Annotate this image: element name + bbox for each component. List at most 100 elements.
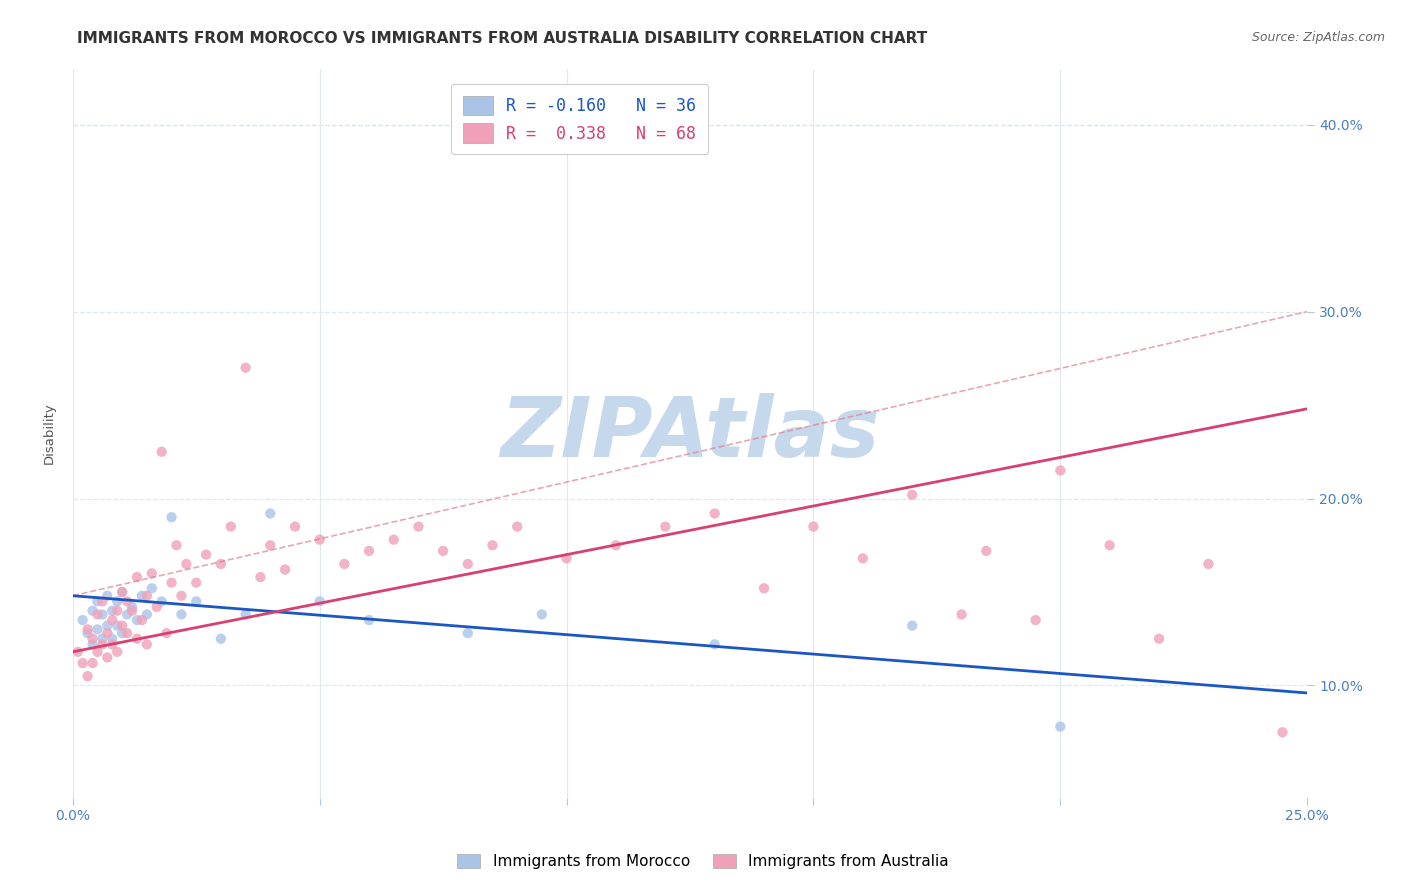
Point: [901, 488, 924, 502]
Point: [1197, 557, 1219, 571]
Point: [96, 650, 118, 665]
Point: [1049, 720, 1071, 734]
Point: [752, 582, 775, 596]
Point: [82, 656, 104, 670]
Point: [155, 626, 177, 640]
Point: [357, 613, 380, 627]
Point: [105, 594, 128, 608]
Point: [131, 589, 153, 603]
Point: [121, 599, 143, 614]
Point: [115, 626, 138, 640]
Point: [82, 637, 104, 651]
Point: [105, 645, 128, 659]
Point: [235, 360, 257, 375]
Point: [166, 538, 188, 552]
Point: [150, 594, 173, 608]
Point: [76, 669, 98, 683]
Point: [96, 618, 118, 632]
Point: [86, 623, 108, 637]
Point: [357, 544, 380, 558]
Point: [530, 607, 553, 622]
Point: [96, 626, 118, 640]
Point: [160, 575, 183, 590]
Point: [121, 604, 143, 618]
Point: [408, 519, 430, 533]
Point: [101, 604, 124, 618]
Point: [125, 613, 148, 627]
Point: [91, 632, 114, 646]
Text: Source: ZipAtlas.com: Source: ZipAtlas.com: [1251, 31, 1385, 45]
Point: [105, 604, 128, 618]
Point: [284, 519, 307, 533]
Point: [1025, 613, 1047, 627]
Point: [209, 557, 232, 571]
Y-axis label: Disability: Disability: [44, 402, 56, 464]
Point: [91, 594, 114, 608]
Point: [176, 557, 198, 571]
Point: [82, 632, 104, 646]
Point: [457, 557, 479, 571]
Point: [186, 575, 208, 590]
Point: [135, 637, 157, 651]
Point: [111, 585, 134, 599]
Point: [91, 607, 114, 622]
Text: ZIPAtlas: ZIPAtlas: [501, 392, 880, 474]
Point: [125, 570, 148, 584]
Text: IMMIGRANTS FROM MOROCCO VS IMMIGRANTS FROM AUSTRALIA DISABILITY CORRELATION CHAR: IMMIGRANTS FROM MOROCCO VS IMMIGRANTS FR…: [77, 31, 928, 46]
Point: [86, 607, 108, 622]
Point: [101, 613, 124, 627]
Point: [308, 533, 330, 547]
Point: [86, 645, 108, 659]
Point: [96, 589, 118, 603]
Point: [259, 507, 281, 521]
Point: [170, 589, 193, 603]
Point: [135, 607, 157, 622]
Point: [1049, 463, 1071, 477]
Point: [333, 557, 356, 571]
Point: [259, 538, 281, 552]
Point: [1271, 725, 1294, 739]
Point: [66, 645, 89, 659]
Point: [111, 626, 134, 640]
Point: [76, 626, 98, 640]
Point: [125, 632, 148, 646]
Point: [82, 604, 104, 618]
Point: [308, 594, 330, 608]
Point: [1147, 632, 1170, 646]
Point: [703, 637, 725, 651]
Point: [131, 613, 153, 627]
Point: [150, 444, 173, 458]
Point: [555, 551, 578, 566]
Point: [852, 551, 875, 566]
Point: [803, 519, 825, 533]
Point: [382, 533, 405, 547]
Point: [101, 637, 124, 651]
Point: [86, 594, 108, 608]
Point: [111, 618, 134, 632]
Point: [432, 544, 454, 558]
Point: [901, 618, 924, 632]
Point: [72, 656, 94, 670]
Point: [170, 607, 193, 622]
Point: [101, 632, 124, 646]
Point: [111, 585, 134, 599]
Point: [235, 607, 257, 622]
Point: [219, 519, 242, 533]
Point: [141, 582, 163, 596]
Point: [274, 563, 297, 577]
Point: [105, 618, 128, 632]
Point: [141, 566, 163, 581]
Point: [1098, 538, 1121, 552]
Point: [950, 607, 973, 622]
Point: [186, 594, 208, 608]
Point: [654, 519, 676, 533]
Legend: R = -0.160   N = 36, R =  0.338   N = 68: R = -0.160 N = 36, R = 0.338 N = 68: [451, 84, 709, 154]
Point: [506, 519, 529, 533]
Point: [481, 538, 503, 552]
Point: [115, 607, 138, 622]
Point: [76, 623, 98, 637]
Point: [195, 548, 218, 562]
Point: [249, 570, 271, 584]
Point: [703, 507, 725, 521]
Point: [457, 626, 479, 640]
